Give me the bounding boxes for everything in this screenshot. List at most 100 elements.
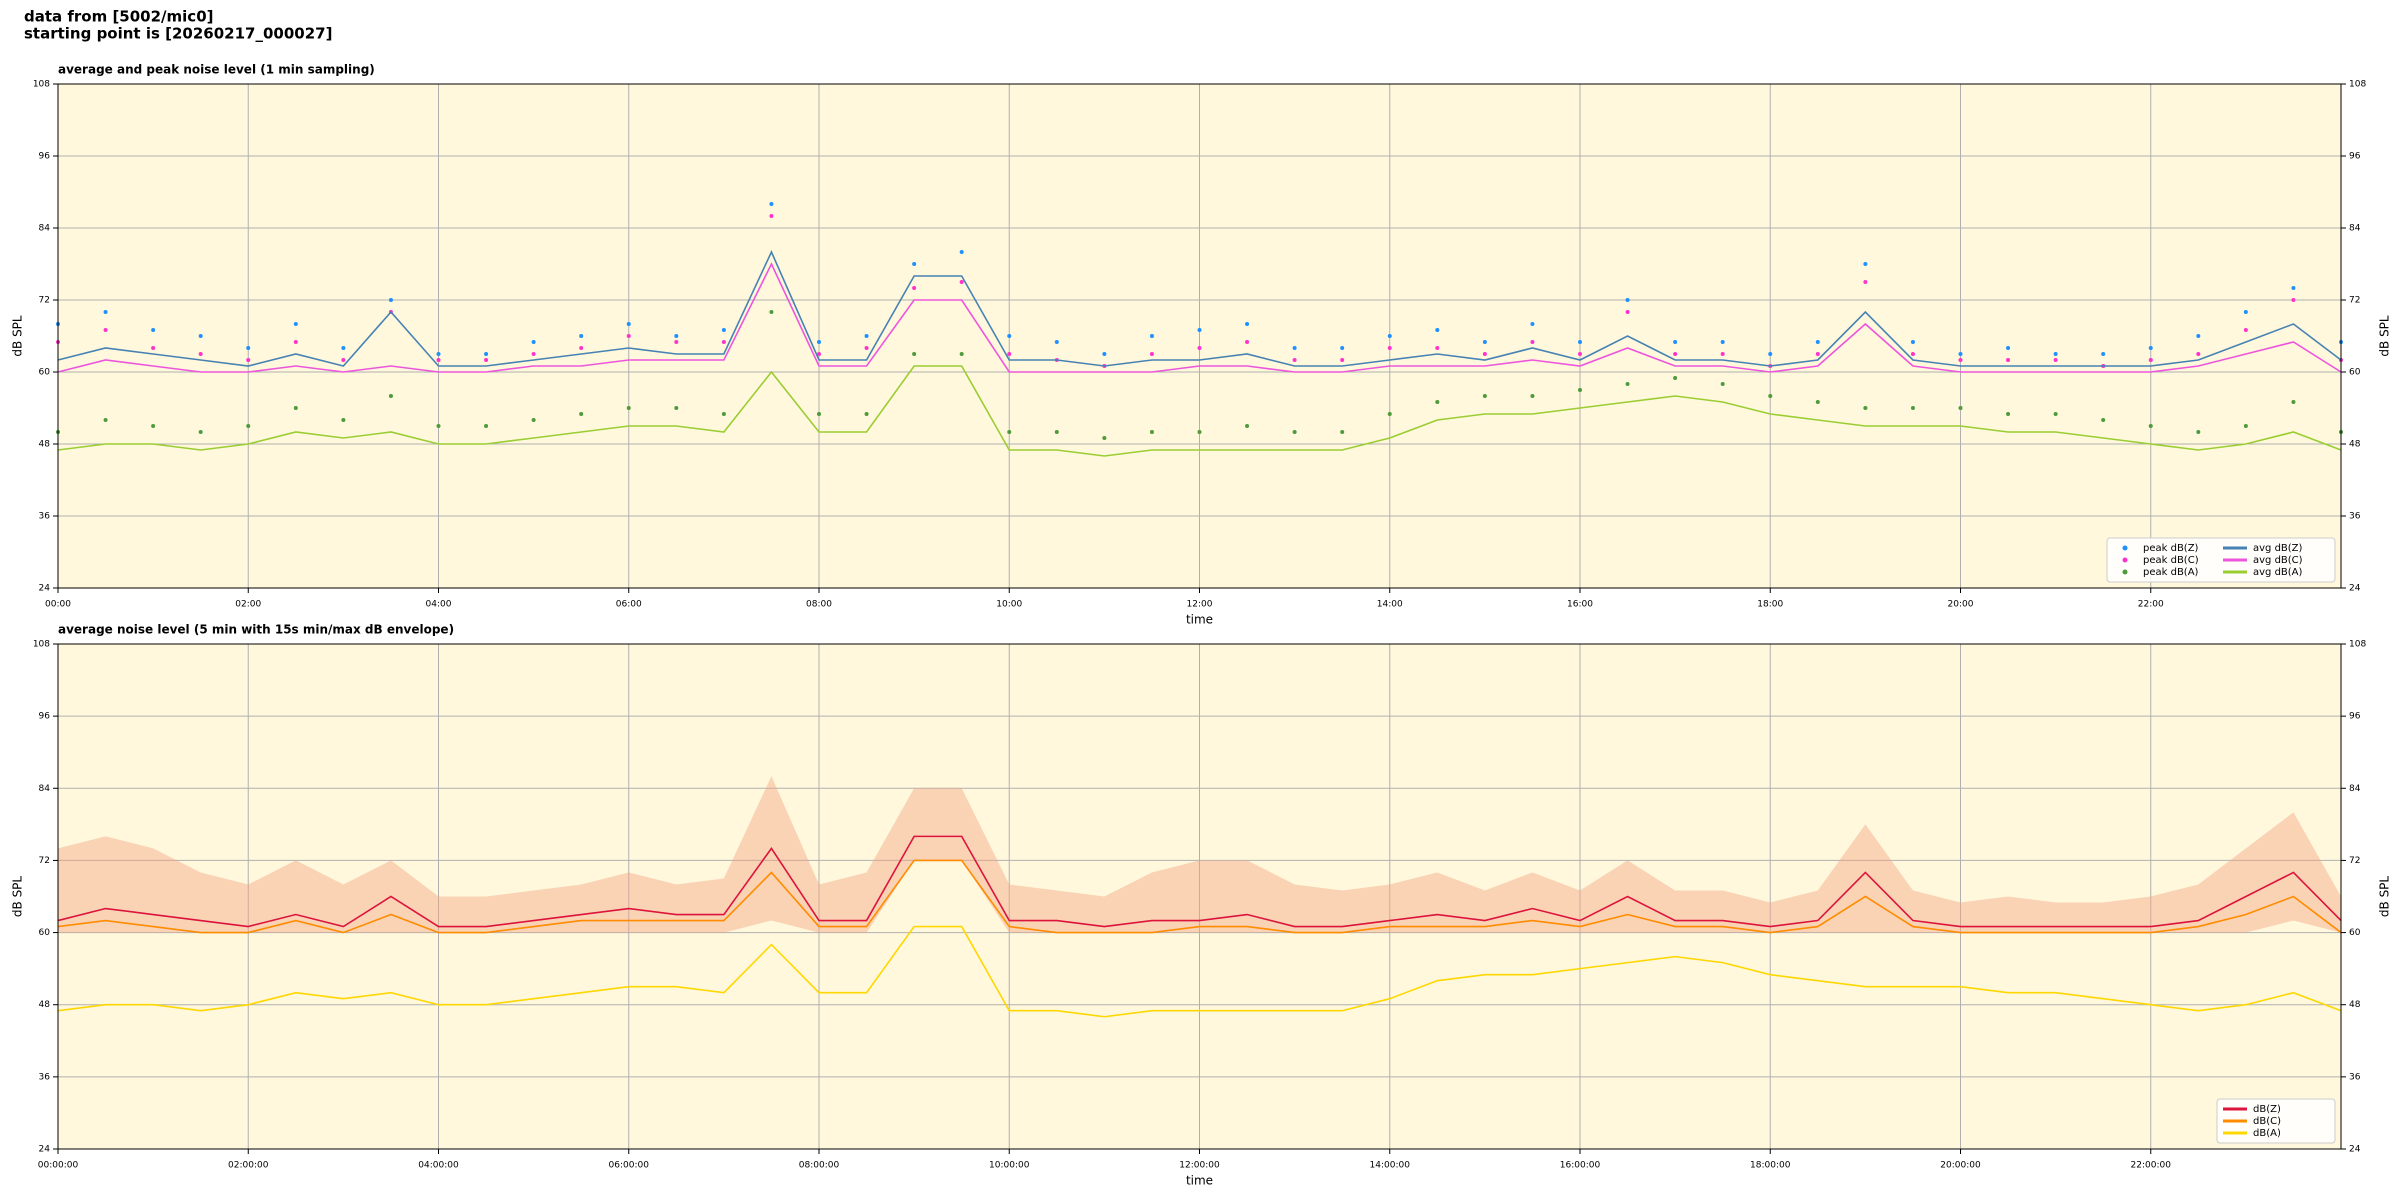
x-tick-label: 14:00 [1377, 600, 1403, 610]
y-tick-label: 48 [39, 440, 51, 450]
peak-point [151, 328, 156, 332]
peak-point [1102, 352, 1107, 356]
peak-point [1720, 340, 1725, 344]
chart-title: average noise level (5 min with 15s min/… [58, 623, 454, 637]
legend-label: peak dB(A) [2143, 567, 2199, 578]
y-tick-label: 96 [2349, 152, 2361, 162]
peak-point [817, 340, 821, 344]
peak-point [721, 328, 726, 332]
peak-point [103, 310, 108, 314]
peak-point [2243, 328, 2248, 332]
series-line [57, 262, 2342, 373]
series-line [57, 835, 2342, 928]
peak-point [1768, 394, 1773, 398]
x-axis-label: time [1186, 613, 1213, 627]
y-tick-label: 24 [39, 1145, 51, 1155]
y-tick-label: 72 [2349, 856, 2360, 866]
peak-point [484, 424, 489, 428]
peak-point [579, 412, 584, 416]
peak-point [959, 250, 964, 254]
peak-point [1007, 430, 1012, 434]
y-tick-label: 48 [39, 1000, 51, 1010]
peak-point [1673, 352, 1678, 356]
peak-point [2243, 424, 2248, 428]
peak-point [1482, 340, 1487, 344]
legend-label: avg dB(A) [2253, 567, 2303, 578]
peak-point [1435, 346, 1440, 350]
y-axis-label: dB SPL [11, 876, 25, 918]
peak-point [2291, 400, 2296, 404]
peak-point [198, 352, 203, 356]
peak-point [531, 352, 536, 356]
peak-point [1387, 334, 1392, 338]
legend-label: peak dB(C) [2143, 555, 2199, 566]
x-tick-label: 14:00:00 [1370, 1161, 1411, 1171]
peak-point [769, 214, 774, 218]
peak-point [1910, 406, 1915, 410]
peak-point [2291, 298, 2296, 302]
envelope [58, 776, 2341, 933]
peak-point [674, 406, 679, 410]
x-tick-label: 08:00 [806, 600, 832, 610]
y-tick-label: 108 [2349, 640, 2366, 650]
peak-point [1910, 352, 1915, 356]
peak-point [1482, 394, 1487, 398]
peak-point [341, 358, 346, 362]
peak-point [293, 322, 298, 326]
peak-point [1340, 430, 1345, 434]
peak-point [293, 340, 298, 344]
peak-point [864, 334, 869, 338]
peak-point [1245, 340, 1250, 344]
x-tick-label: 02:00:00 [228, 1161, 269, 1171]
peak-point [1197, 346, 1202, 350]
peak-point [959, 280, 964, 284]
y-tick-label: 24 [2349, 584, 2361, 594]
peak-point [1245, 424, 1250, 428]
y-tick-label: 72 [39, 296, 50, 306]
peak-point [1292, 430, 1297, 434]
peak-point [864, 412, 869, 416]
peak-point [103, 328, 108, 332]
y-tick-label: 36 [39, 512, 51, 522]
peak-point [721, 412, 726, 416]
plot-frame [57, 643, 2342, 1150]
y-tick-label: 84 [39, 784, 51, 794]
peak-point [1387, 346, 1392, 350]
legend-label: dB(C) [2253, 1116, 2281, 1127]
peak-point [579, 334, 584, 338]
peak-point [626, 334, 631, 338]
x-tick-label: 08:00:00 [799, 1161, 840, 1171]
peak-point [1054, 430, 1059, 434]
peak-point [2101, 352, 2106, 356]
peak-point [1387, 412, 1392, 416]
peak-point [674, 340, 679, 344]
peak-point [1245, 322, 1250, 326]
y-tick-label: 72 [39, 856, 50, 866]
y-tick-label: 36 [2349, 1072, 2361, 1082]
x-tick-label: 00:00 [45, 600, 71, 610]
peak-point [436, 352, 441, 356]
peak-point [1340, 346, 1345, 350]
legend-swatch [2122, 569, 2128, 575]
x-tick-label: 16:00 [1567, 600, 1593, 610]
peak-point [2291, 286, 2296, 290]
header-line: starting point is [20260217_000027] [24, 25, 332, 43]
series-line [57, 250, 2342, 367]
peak-point [246, 358, 251, 362]
peak-point [103, 418, 108, 422]
peak-point [1720, 352, 1725, 356]
x-axis-label: time [1186, 1174, 1213, 1188]
peak-point [1435, 328, 1440, 332]
peak-point [2148, 424, 2153, 428]
peak-point [912, 262, 917, 266]
peak-point [1149, 334, 1154, 338]
peak-point [1815, 352, 1820, 356]
peak-point [1482, 352, 1487, 356]
legend-label: dB(Z) [2253, 1104, 2281, 1115]
peak-point [817, 412, 821, 416]
y-tick-label: 24 [39, 584, 51, 594]
legend [2106, 537, 2336, 583]
x-tick-label: 10:00 [996, 600, 1022, 610]
peak-point [151, 346, 156, 350]
